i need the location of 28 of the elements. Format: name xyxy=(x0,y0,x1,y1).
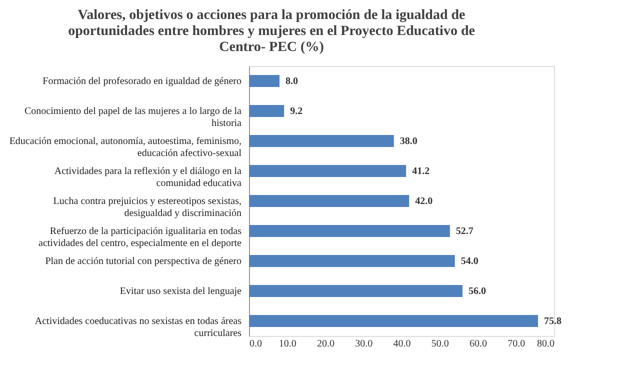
x-tick-label: 30.0 xyxy=(355,338,373,350)
y-tick-label: Lucha contra prejuicios y estereotipos sexistas, desigualdad y discriminación xyxy=(53,196,242,219)
y-tick-label: Actividades para la reflexión y el diálogo en la comunidad educativa xyxy=(54,166,242,189)
y-tick-label: Plan de acción tutorial con perspectiva de género xyxy=(45,256,242,267)
x-tick-label: 0.0 xyxy=(250,338,262,350)
y-tick-label: Actividades coeducativas no sexistas en todas áreas curriculares xyxy=(34,316,242,339)
data-label: 41.2 xyxy=(412,166,430,177)
y-tick-label: Evitar uso sexista del lenguaje xyxy=(120,286,242,297)
data-label: 54.0 xyxy=(460,256,478,267)
y-tick-label: Conocimiento del papel de las mujeres a lo largo de la historia xyxy=(24,106,242,129)
x-tick-label: 60.0 xyxy=(470,338,487,350)
x-tick-label: 70.0 xyxy=(508,338,526,350)
y-tick-label: Educación emocional, autonomía, autoestima, feminismo, educación afectivo-sexual xyxy=(9,136,242,159)
x-tick-label: 40.0 xyxy=(393,338,411,350)
data-label: 38.0 xyxy=(400,136,418,147)
x-tick-label: 20.0 xyxy=(317,338,334,350)
y-tick-label: Refuerzo de la participación igualitaria en todas actividades del centro, especialmente en el deporte xyxy=(38,226,242,249)
x-tick-label: 80.0 xyxy=(537,338,554,350)
data-label: 42.0 xyxy=(415,196,433,207)
data-label: 75.8 xyxy=(544,316,562,327)
chart-title: Valores, objetivos o acciones para la promoción de la igualdad de oportunidades entre hombres y mujeres en el Proyecto Educativo de Centro- PEC (%) xyxy=(68,8,475,55)
data-label: 56.0 xyxy=(468,286,486,297)
x-tick-label: 50.0 xyxy=(431,338,449,350)
x-tick-label: 10.0 xyxy=(278,338,296,350)
y-tick-label: Formación del profesorado en igualdad de género xyxy=(42,76,242,87)
data-label: 52.7 xyxy=(456,226,474,237)
data-label: 8.0 xyxy=(286,76,298,87)
data-label: 9.2 xyxy=(290,106,303,117)
